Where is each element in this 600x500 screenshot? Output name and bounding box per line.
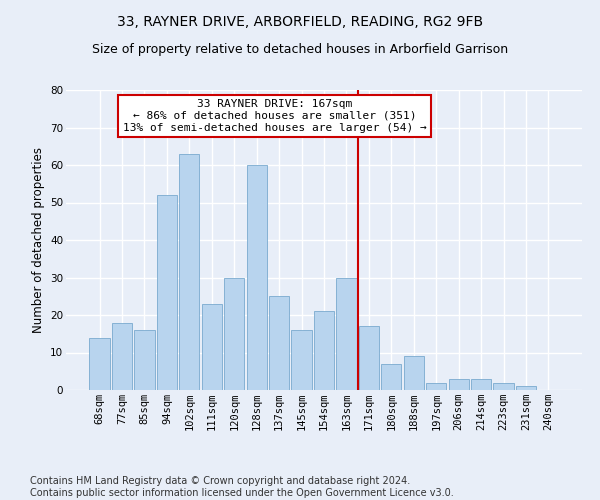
Bar — [202, 304, 222, 390]
Bar — [112, 322, 132, 390]
Text: 33, RAYNER DRIVE, ARBORFIELD, READING, RG2 9FB: 33, RAYNER DRIVE, ARBORFIELD, READING, R… — [117, 15, 483, 29]
Bar — [516, 386, 536, 390]
Bar — [292, 330, 311, 390]
Bar — [471, 379, 491, 390]
Bar — [224, 278, 244, 390]
Bar — [381, 364, 401, 390]
Bar — [134, 330, 155, 390]
Bar — [179, 154, 199, 390]
Bar — [337, 278, 356, 390]
Bar — [404, 356, 424, 390]
Text: 33 RAYNER DRIVE: 167sqm
← 86% of detached houses are smaller (351)
13% of semi-d: 33 RAYNER DRIVE: 167sqm ← 86% of detache… — [123, 100, 427, 132]
Bar — [314, 311, 334, 390]
Text: Contains HM Land Registry data © Crown copyright and database right 2024.
Contai: Contains HM Land Registry data © Crown c… — [30, 476, 454, 498]
Bar — [247, 165, 267, 390]
Text: Size of property relative to detached houses in Arborfield Garrison: Size of property relative to detached ho… — [92, 42, 508, 56]
Bar — [359, 326, 379, 390]
Y-axis label: Number of detached properties: Number of detached properties — [32, 147, 44, 333]
Bar — [89, 338, 110, 390]
Bar — [426, 382, 446, 390]
Bar — [269, 296, 289, 390]
Bar — [493, 382, 514, 390]
Bar — [157, 195, 177, 390]
Bar — [449, 379, 469, 390]
